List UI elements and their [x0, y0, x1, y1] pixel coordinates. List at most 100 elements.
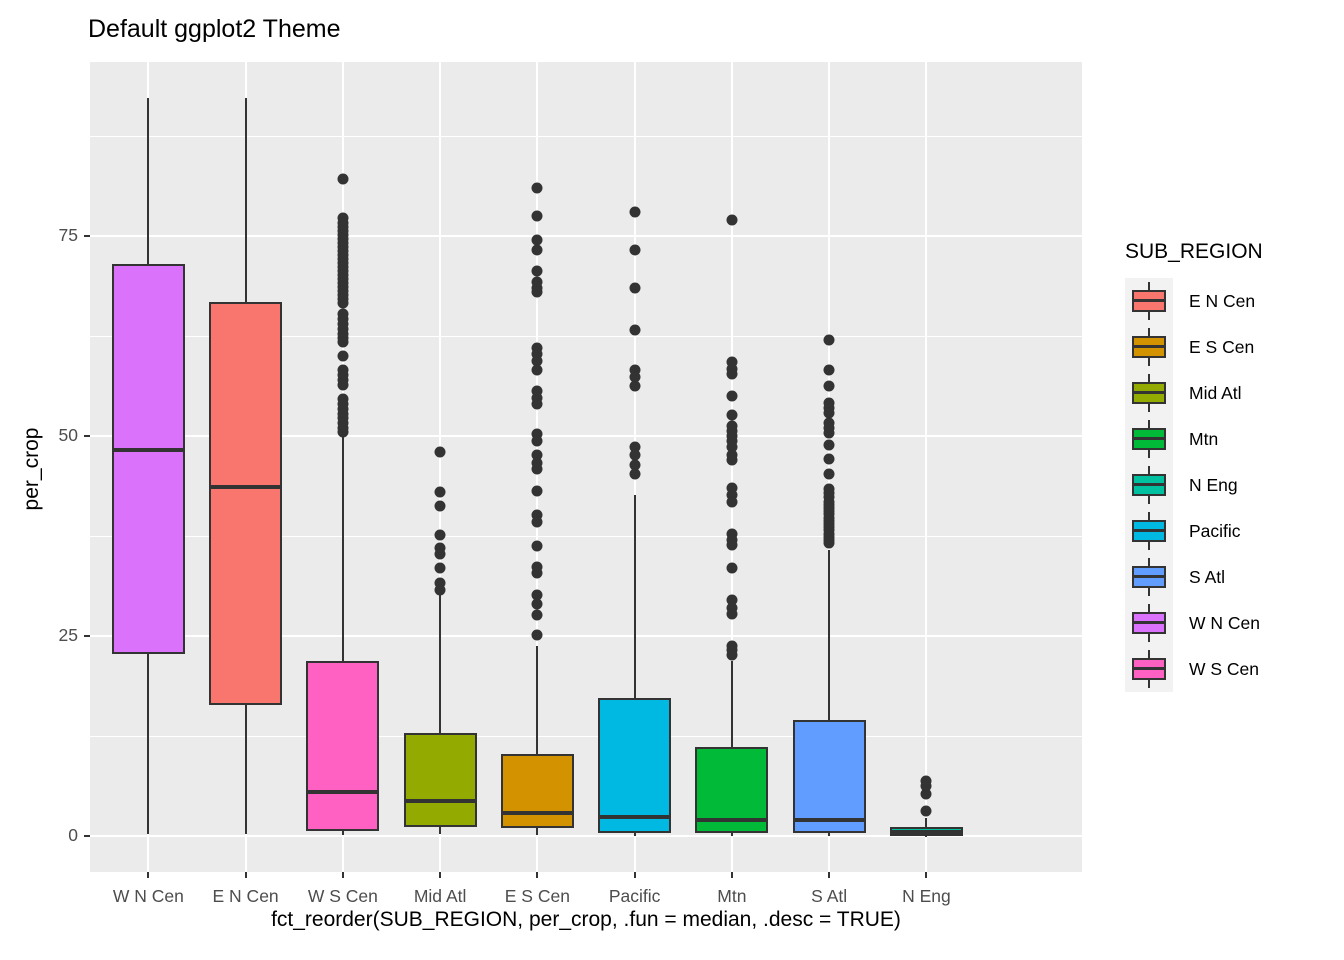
outlier-point: [531, 182, 543, 194]
x-tick-label: N Eng: [902, 886, 951, 906]
y-tick-mark: [84, 435, 90, 437]
legend-row-mtn: Mtn: [1125, 416, 1263, 462]
whisker-upper: [341, 436, 344, 661]
outlier-point: [531, 540, 543, 552]
y-tick-mark: [84, 635, 90, 637]
legend-key-median: [1132, 529, 1166, 532]
y-tick-label: 25: [58, 625, 78, 646]
gridline-vertical: [439, 62, 442, 872]
whisker-upper: [439, 593, 442, 733]
outlier-point: [337, 350, 349, 362]
outlier-point: [531, 598, 543, 610]
whisker-upper: [730, 660, 733, 748]
outlier-point: [629, 364, 641, 376]
outlier-point: [629, 244, 641, 256]
legend-row-n-eng: N Eng: [1125, 462, 1263, 508]
outlier-point: [726, 649, 738, 661]
whisker-lower: [439, 827, 442, 834]
outlier-point: [531, 561, 543, 573]
box-w-n-cen: [111, 264, 185, 655]
outlier-point: [337, 426, 349, 438]
outlier-point: [726, 409, 738, 421]
outlier-point: [726, 441, 738, 453]
legend-row-mid-atl: Mid Atl: [1125, 370, 1263, 416]
legend-label: N Eng: [1189, 474, 1238, 495]
median-line: [211, 485, 281, 490]
outlier-point: [726, 368, 738, 380]
legend-label: E S Cen: [1189, 336, 1255, 357]
outlier-point: [531, 449, 543, 461]
legend-key-boxplot-glyph: [1125, 600, 1173, 646]
outlier-point: [629, 206, 641, 218]
legend-label: Mtn: [1189, 428, 1219, 449]
legend-key-median: [1132, 437, 1166, 440]
legend-key-boxplot-glyph: [1125, 416, 1173, 462]
outlier-point: [823, 427, 835, 439]
gridline-minor: [90, 135, 1082, 137]
outlier-point: [726, 496, 738, 508]
box-e-n-cen: [209, 301, 283, 705]
outlier-point: [337, 379, 349, 391]
gridline-major: [90, 235, 1082, 237]
whisker-upper: [828, 549, 831, 720]
outlier-point: [531, 348, 543, 360]
median-line: [600, 814, 670, 819]
outlier-point: [823, 537, 835, 549]
outlier-point: [531, 234, 543, 246]
plot-title: Default ggplot2 Theme: [88, 15, 341, 43]
outlier-point: [726, 356, 738, 368]
whisker-upper: [536, 645, 539, 754]
y-tick-mark: [84, 235, 90, 237]
legend-row-e-n-cen: E N Cen: [1125, 278, 1263, 324]
gridline-minor: [90, 535, 1082, 537]
legend-key-median: [1132, 483, 1166, 486]
outlier-point: [629, 449, 641, 461]
outlier-point: [726, 602, 738, 614]
legend-key-median: [1132, 667, 1166, 670]
whisker-lower: [828, 832, 831, 836]
outlier-point: [531, 392, 543, 404]
outlier-point: [531, 364, 543, 376]
outlier-point: [434, 562, 446, 574]
legend-key-median: [1132, 299, 1166, 302]
x-tick-label: S Atl: [811, 886, 848, 906]
outlier-point: [531, 516, 543, 528]
x-tick-mark: [828, 872, 831, 878]
outlier-point: [726, 489, 738, 501]
outlier-point: [629, 282, 641, 294]
legend-label: Mid Atl: [1189, 382, 1242, 403]
outlier-point: [823, 407, 835, 419]
legend-key-boxplot-glyph: [1125, 508, 1173, 554]
gridline-minor: [90, 735, 1082, 737]
outlier-point: [531, 485, 543, 497]
median-line: [405, 798, 475, 803]
box-mid-atl: [403, 732, 477, 828]
x-tick-mark: [730, 872, 733, 878]
outlier-point: [823, 468, 835, 480]
x-tick-label: W S Cen: [307, 886, 378, 906]
legend-key-boxplot-glyph: [1125, 554, 1173, 600]
whisker-lower: [536, 828, 539, 836]
outlier-point: [531, 457, 543, 469]
outlier-point: [726, 608, 738, 620]
box-w-s-cen: [306, 660, 380, 832]
outlier-point: [434, 548, 446, 560]
outlier-point: [531, 428, 543, 440]
legend-entries: E N Cen E S Cen Mid Atl Mtn N Eng Pacific S At…: [1125, 278, 1263, 692]
legend-key-boxplot-glyph: [1125, 370, 1173, 416]
outlier-point: [726, 594, 738, 606]
median-line: [308, 790, 378, 794]
box-pacific: [598, 697, 672, 833]
outlier-point: [531, 355, 543, 367]
box-e-s-cen: [500, 753, 574, 828]
outlier-point: [531, 435, 543, 447]
x-tick-label: Mtn: [717, 886, 747, 906]
x-tick-label: E S Cen: [504, 886, 570, 906]
whisker-lower: [147, 654, 150, 835]
legend-key-boxplot-glyph: [1125, 462, 1173, 508]
y-tick-label: 50: [58, 425, 78, 446]
outlier-point: [726, 562, 738, 574]
legend-label: Pacific: [1189, 520, 1241, 541]
x-tick-label: Pacific: [608, 886, 661, 906]
outlier-point: [823, 334, 835, 346]
